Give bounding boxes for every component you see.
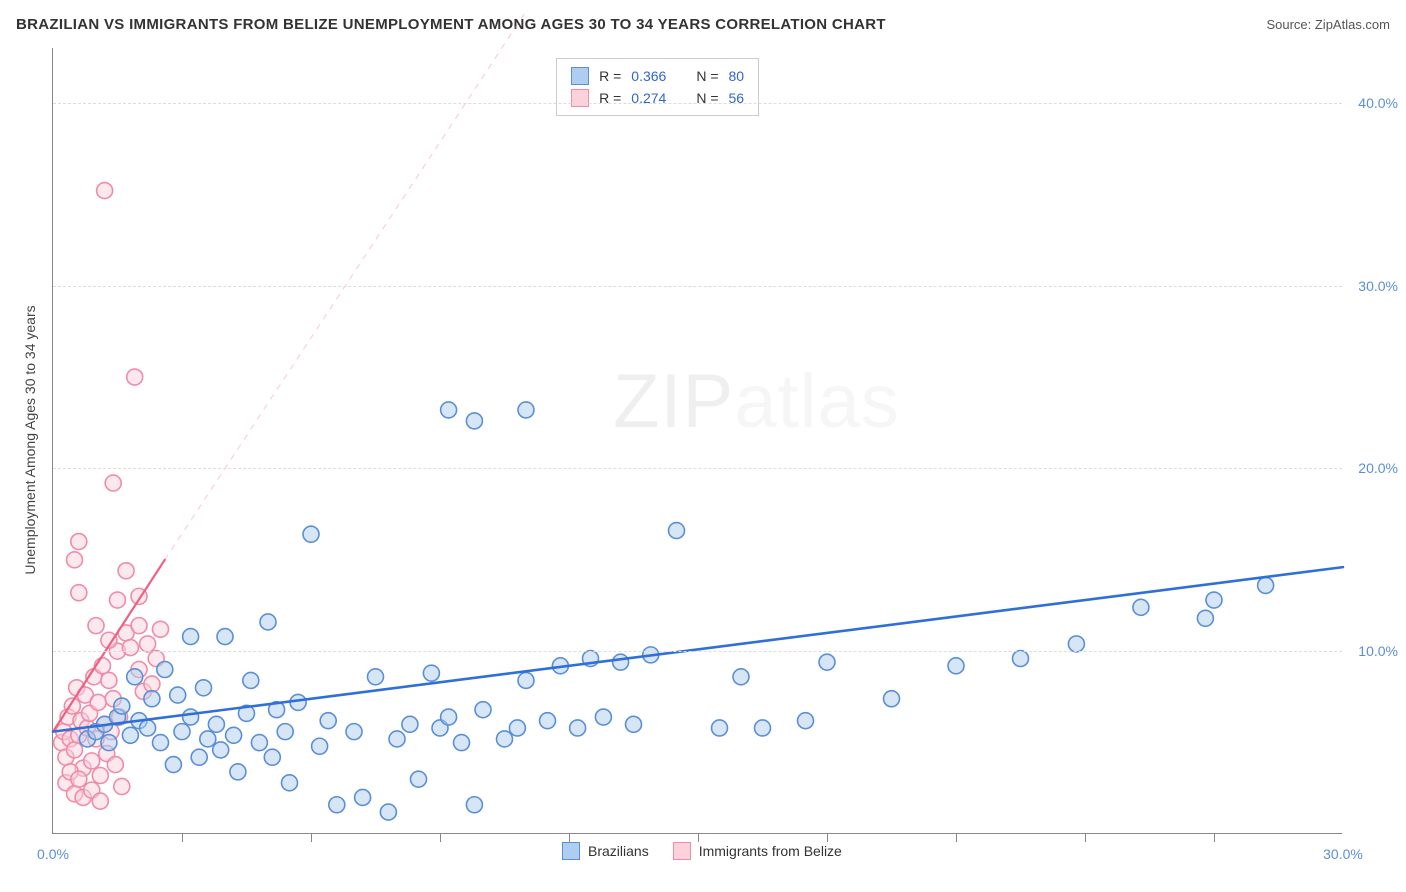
n-label: N = (696, 68, 718, 84)
grid-line (53, 286, 1342, 287)
y-tick-label: 40.0% (1348, 95, 1398, 111)
x-tick (182, 834, 183, 842)
x-tick (569, 834, 570, 842)
n-value-brazilians: 80 (729, 68, 745, 84)
stats-row-brazilians: R = 0.366 N = 80 (571, 65, 744, 87)
stats-legend-box: R = 0.366 N = 80 R = 0.274 N = 56 (556, 58, 759, 116)
grid-line (53, 103, 1342, 104)
r-label: R = (599, 68, 621, 84)
x-tick-label: 0.0% (37, 846, 69, 862)
legend-item-brazilians: Brazilians (562, 842, 649, 860)
x-tick (827, 834, 828, 842)
grid-line (53, 651, 1342, 652)
x-tick (440, 834, 441, 842)
x-tick (698, 834, 699, 842)
stats-row-belize: R = 0.274 N = 56 (571, 87, 744, 109)
r-value-brazilians: 0.366 (631, 68, 666, 84)
x-tick (1214, 834, 1215, 842)
series-legend: Brazilians Immigrants from Belize (562, 842, 842, 860)
x-tick (311, 834, 312, 842)
y-tick-label: 30.0% (1348, 278, 1398, 294)
swatch-belize-icon (673, 842, 691, 860)
grid-line (53, 468, 1342, 469)
legend-label-brazilians: Brazilians (588, 843, 649, 859)
chart-title: BRAZILIAN VS IMMIGRANTS FROM BELIZE UNEM… (16, 16, 886, 33)
swatch-brazilians-icon (562, 842, 580, 860)
swatch-belize-icon (571, 89, 589, 107)
source-prefix: Source: (1266, 17, 1314, 32)
x-tick (956, 834, 957, 842)
chart-container: BRAZILIAN VS IMMIGRANTS FROM BELIZE UNEM… (0, 0, 1406, 892)
y-tick-label: 20.0% (1348, 460, 1398, 476)
plot-area: ZIPatlas R = 0.366 N = 80 R = 0.274 N = … (52, 48, 1342, 834)
x-tick-label: 30.0% (1323, 846, 1363, 862)
source-attribution: Source: ZipAtlas.com (1266, 17, 1390, 32)
y-axis-label: Unemployment Among Ages 30 to 34 years (22, 305, 38, 574)
swatch-brazilians-icon (571, 67, 589, 85)
source-name: ZipAtlas.com (1315, 17, 1390, 32)
x-tick (1085, 834, 1086, 842)
y-tick-label: 10.0% (1348, 643, 1398, 659)
scatter-svg (53, 48, 1343, 834)
legend-label-belize: Immigrants from Belize (699, 843, 842, 859)
legend-item-belize: Immigrants from Belize (673, 842, 842, 860)
header: BRAZILIAN VS IMMIGRANTS FROM BELIZE UNEM… (0, 0, 1406, 40)
